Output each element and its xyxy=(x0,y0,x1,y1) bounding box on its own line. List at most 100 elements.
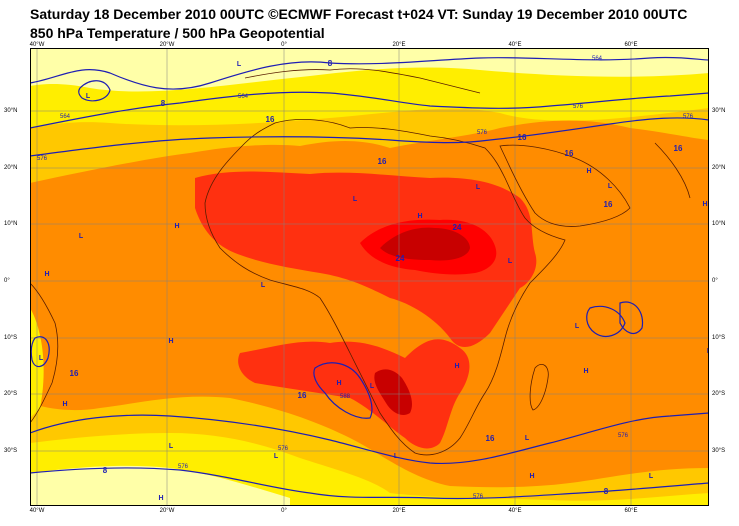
geo-label: 576 xyxy=(618,433,629,439)
geo-label: 564 xyxy=(592,56,603,62)
coastlines xyxy=(30,68,691,456)
europe-coastline xyxy=(244,68,481,94)
pressure-center: H xyxy=(583,368,588,375)
temp-label: 16 xyxy=(518,133,527,142)
pressure-center: H xyxy=(158,495,163,502)
contour-line xyxy=(586,305,626,337)
geo-label: 564 xyxy=(238,94,249,100)
geo-label: 576 xyxy=(278,446,289,452)
pressure-center: L xyxy=(261,282,266,289)
south-america-coastline xyxy=(30,282,59,424)
contour-line xyxy=(30,467,709,500)
contour-line xyxy=(30,56,709,90)
lon-label-bottom: 60°E xyxy=(624,508,638,514)
pressure-center: L xyxy=(370,383,375,390)
africa-coastline xyxy=(204,119,566,456)
lat-label-right: 20°N xyxy=(712,165,726,171)
temp-label: 16 xyxy=(565,149,574,158)
temp-label: 8 xyxy=(328,59,333,68)
lat-label-left: 10°S xyxy=(4,335,18,341)
temp-band-lt8-south xyxy=(30,465,290,506)
lon-label-top: 40°E xyxy=(508,42,522,48)
pressure-center: H xyxy=(586,168,591,175)
temp-label: 16 xyxy=(70,369,79,378)
temperature-labels: 8 16 16 16 16 16 24 24 16 16 16 16 8 8 8 xyxy=(70,59,683,496)
temp-label: 16 xyxy=(604,200,613,209)
pressure-center: L xyxy=(274,453,279,460)
temp-label: 24 xyxy=(396,254,405,263)
pressure-center: H xyxy=(702,201,707,208)
geo-label: 576 xyxy=(178,464,189,470)
temp-label: 8 xyxy=(103,466,108,475)
contour-line xyxy=(313,362,373,419)
lon-label-bottom: 0° xyxy=(281,508,287,514)
geo-label: 588 xyxy=(340,394,351,400)
geo-label: 576 xyxy=(477,130,488,136)
pressure-center: H xyxy=(174,223,179,230)
contour-line xyxy=(30,412,709,465)
lon-label-bottom: 40°E xyxy=(508,508,522,514)
pressure-center: L xyxy=(608,183,613,190)
temp-label: 16 xyxy=(298,391,307,400)
pressure-center: H xyxy=(417,213,422,220)
pressure-center: L xyxy=(394,453,399,460)
lon-label-bottom: 40°W xyxy=(29,508,45,514)
madagascar-coastline xyxy=(529,364,549,411)
pressure-center: L xyxy=(39,355,44,362)
pressure-centers: L L H H L L H L H H L L H L H L H H L L … xyxy=(39,61,709,502)
contour-line xyxy=(619,301,644,335)
pressure-center: L xyxy=(476,184,481,191)
contour-line xyxy=(30,336,50,368)
lat-label-left: 20°N xyxy=(4,165,18,171)
temp-band-20-24-north xyxy=(195,171,537,348)
lon-label-top: 40°W xyxy=(29,42,45,48)
geopotential-labels: 564 564 576 576 576 564 576 588 576 576 … xyxy=(37,56,694,500)
pressure-center: H xyxy=(336,380,341,387)
lat-label-left: 10°N xyxy=(4,221,18,227)
lon-label-top: 20°E xyxy=(392,42,406,48)
temp-label: 16 xyxy=(266,115,275,124)
map-subtitle: 850 hPa Temperature / 500 hPa Geopotenti… xyxy=(30,25,325,41)
arabia-coastline xyxy=(499,144,631,227)
india-coastline xyxy=(654,142,691,199)
lat-label-right: 10°S xyxy=(712,335,726,341)
pressure-center: L xyxy=(237,61,242,68)
geo-label: 576 xyxy=(473,494,484,500)
contour-line xyxy=(30,91,709,129)
lon-label-bottom: 20°E xyxy=(392,508,406,514)
lat-label-left: 20°S xyxy=(4,391,18,397)
pressure-center: L xyxy=(649,473,654,480)
lat-label-left: 0° xyxy=(4,278,10,284)
pressure-center: L xyxy=(353,196,358,203)
pressure-center: L xyxy=(707,348,709,355)
pressure-center: H xyxy=(44,271,49,278)
map-title: Saturday 18 December 2010 00UTC ©ECMWF F… xyxy=(30,6,688,22)
temp-band-gt28-south xyxy=(374,369,413,415)
lat-label-left: 30°S xyxy=(4,448,18,454)
pressure-center: L xyxy=(575,323,580,330)
temp-label: 24 xyxy=(453,223,462,232)
pressure-center: L xyxy=(79,233,84,240)
temp-label: 8 xyxy=(161,99,166,108)
map-frame xyxy=(30,48,709,506)
lon-label-top: 60°E xyxy=(624,42,638,48)
lon-label-top: 20°W xyxy=(159,42,175,48)
graticule xyxy=(30,48,709,506)
temp-label: 16 xyxy=(674,144,683,153)
lat-label-right: 0° xyxy=(712,278,718,284)
pressure-center: H xyxy=(454,363,459,370)
pressure-center: L xyxy=(525,435,530,442)
geo-label: 576 xyxy=(683,114,694,120)
geo-label: 576 xyxy=(37,156,48,162)
temp-label: 16 xyxy=(486,434,495,443)
pressure-center: H xyxy=(62,401,67,408)
geo-label: 564 xyxy=(60,114,71,120)
contour-line xyxy=(78,80,111,102)
temp-label: 8 xyxy=(604,487,609,496)
pressure-center: L xyxy=(86,93,91,100)
temp-band-gt28-north xyxy=(380,227,470,261)
weather-map: 8 16 16 16 16 16 24 24 16 16 16 16 8 8 8… xyxy=(30,48,709,506)
lat-label-right: 30°N xyxy=(712,108,726,114)
lat-label-right: 30°S xyxy=(712,448,726,454)
temp-label: 16 xyxy=(378,157,387,166)
